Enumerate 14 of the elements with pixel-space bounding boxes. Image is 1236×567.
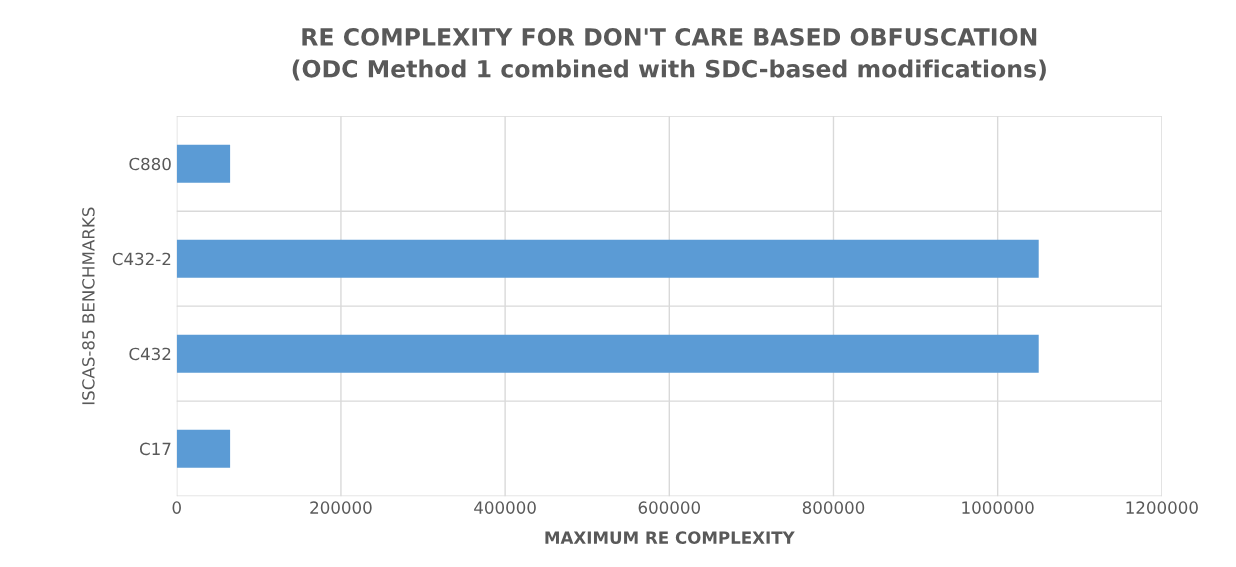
y-tick-label: C432-2 bbox=[112, 252, 171, 266]
x-tick-label: 0 bbox=[172, 501, 181, 514]
y-axis-title: ISCAS-85 BENCHMARKS bbox=[82, 207, 95, 405]
x-tick-label: 800000 bbox=[802, 501, 865, 514]
x-tick-label: 200000 bbox=[310, 501, 372, 514]
y-tick-label: C432 bbox=[129, 347, 171, 361]
x-tick-label: 1200000 bbox=[1126, 501, 1198, 514]
x-tick-label: 600000 bbox=[638, 501, 700, 514]
y-tick-label: C17 bbox=[139, 442, 171, 456]
x-axis-title: MAXIMUM RE COMPLEXITY bbox=[545, 531, 795, 544]
x-tick-label: 400000 bbox=[474, 501, 536, 514]
chart-title: RE COMPLEXITY FOR DON'T CARE BASED OBFUSCATION (ODC Method 1 combined with SDC-based modifications) bbox=[292, 28, 1046, 81]
x-tick-label: 1000000 bbox=[962, 501, 1034, 514]
y-tick-label: C880 bbox=[129, 157, 171, 171]
